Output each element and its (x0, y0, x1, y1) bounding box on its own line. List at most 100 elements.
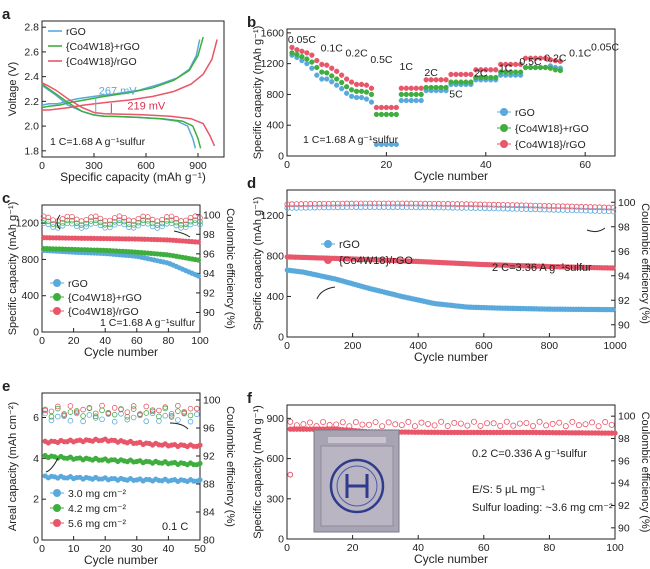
ce-point (578, 207, 585, 214)
ce-point (124, 409, 131, 415)
ce-point (143, 410, 150, 416)
ce-point (509, 202, 516, 208)
data-point (294, 47, 300, 53)
ce-point (523, 419, 530, 426)
data-point (542, 55, 549, 61)
panel-label: e (2, 378, 10, 395)
ce-point (541, 202, 548, 209)
ce-point (503, 418, 510, 425)
ce-point (130, 218, 137, 224)
ce-point (380, 204, 387, 211)
y2-tick-label: 100 (203, 209, 221, 221)
ce-point (194, 411, 200, 418)
ce-point (422, 200, 428, 207)
legend-text: {Co4W18}/rGO (339, 255, 413, 267)
data-point (368, 85, 375, 91)
ce-point (59, 220, 66, 226)
y-tick-label: 2.4 (24, 71, 39, 83)
ce-point (592, 204, 598, 211)
cell-tab (328, 437, 386, 443)
y-tick-label: 2.2 (24, 96, 39, 108)
data-point (517, 61, 524, 68)
y-axis-label: Voltage (V) (7, 62, 19, 116)
ce-point (435, 204, 442, 211)
ce-point (367, 204, 373, 211)
ce-point (111, 405, 118, 411)
x-tick-label: 40 (163, 543, 175, 555)
ce-point (582, 207, 589, 214)
ce-point (316, 200, 323, 207)
series-charge (42, 39, 218, 111)
legend-text: rGO (339, 239, 360, 251)
ce-point (523, 206, 530, 212)
y-tick-label: 800 (21, 254, 39, 266)
ce-point (559, 207, 566, 213)
ce-point (124, 416, 131, 423)
ce-point (514, 205, 520, 212)
ce-point (481, 201, 488, 208)
x-tick-label: 60 (131, 335, 143, 347)
y2-tick-label: 92 (618, 500, 630, 512)
legend-text: {Co4W18}/rGO (515, 139, 586, 151)
ce-point (376, 204, 383, 211)
ce-point (69, 213, 75, 220)
ce-point (173, 219, 180, 226)
annotation-c-rate: 0.1 C (162, 521, 188, 533)
data-point (413, 97, 419, 104)
ce-point (562, 423, 569, 430)
ce-point (67, 417, 74, 424)
ce-point (300, 421, 307, 428)
ce-point (362, 204, 369, 211)
x-tick-label: 20 (347, 542, 359, 554)
ce-point (595, 423, 602, 430)
x-tick-label: 600 (137, 160, 155, 172)
ce-point (575, 422, 582, 429)
x-tick-label: 100 (606, 542, 624, 554)
ce-point (313, 423, 320, 430)
panel-d: 0 200 400 600 800 1000 0 400 800 1200 90 92 94 96 98 10… (247, 175, 650, 364)
legend-text: {Co4W18}+rGO (68, 292, 142, 304)
ce-point (587, 204, 594, 210)
rate-label: 0.05C (591, 42, 619, 54)
ce-point (54, 222, 61, 228)
arrow-right-axis (586, 227, 606, 233)
data-point (329, 79, 335, 85)
x-tick-label: 0 (39, 160, 45, 172)
ce-point (454, 201, 461, 207)
x-axis-label: Cycle number (414, 350, 488, 364)
ce-point (54, 405, 61, 412)
ce-point (168, 413, 175, 419)
data-point (319, 61, 325, 68)
ce-point (385, 200, 392, 207)
ce-point (73, 409, 80, 415)
ce-point (334, 204, 341, 211)
y-tick-label: 1.8 (24, 145, 39, 157)
ce-point (284, 201, 291, 208)
y-tick-label: 0 (278, 151, 284, 163)
legend-text: rGO (515, 107, 535, 119)
series-discharge (41, 82, 216, 147)
ce-point (182, 217, 189, 224)
ce-point (458, 201, 465, 208)
pouch-cell-photo (313, 429, 400, 533)
panel-label: c (2, 190, 10, 207)
ce-point (159, 220, 165, 227)
ce-point (130, 222, 137, 228)
annotation-c-rate: 2 C=3.36 A g⁻¹sulfur (492, 262, 592, 274)
data-point (319, 69, 325, 75)
ce-point (546, 203, 552, 209)
data-point (373, 104, 380, 111)
y-tick-label: 400 (266, 120, 284, 132)
ce-point (532, 202, 539, 209)
ce-point (42, 407, 48, 414)
ce-point (357, 204, 364, 211)
annotation-loading: Sulfur loading: ~3.6 mg cm⁻² (472, 502, 613, 514)
ce-point (468, 201, 474, 208)
data-point (353, 81, 360, 88)
ce-point (449, 204, 456, 211)
ce-point (413, 200, 419, 207)
data-point (488, 67, 494, 73)
ce-point (556, 419, 563, 426)
ce-point (293, 204, 300, 211)
